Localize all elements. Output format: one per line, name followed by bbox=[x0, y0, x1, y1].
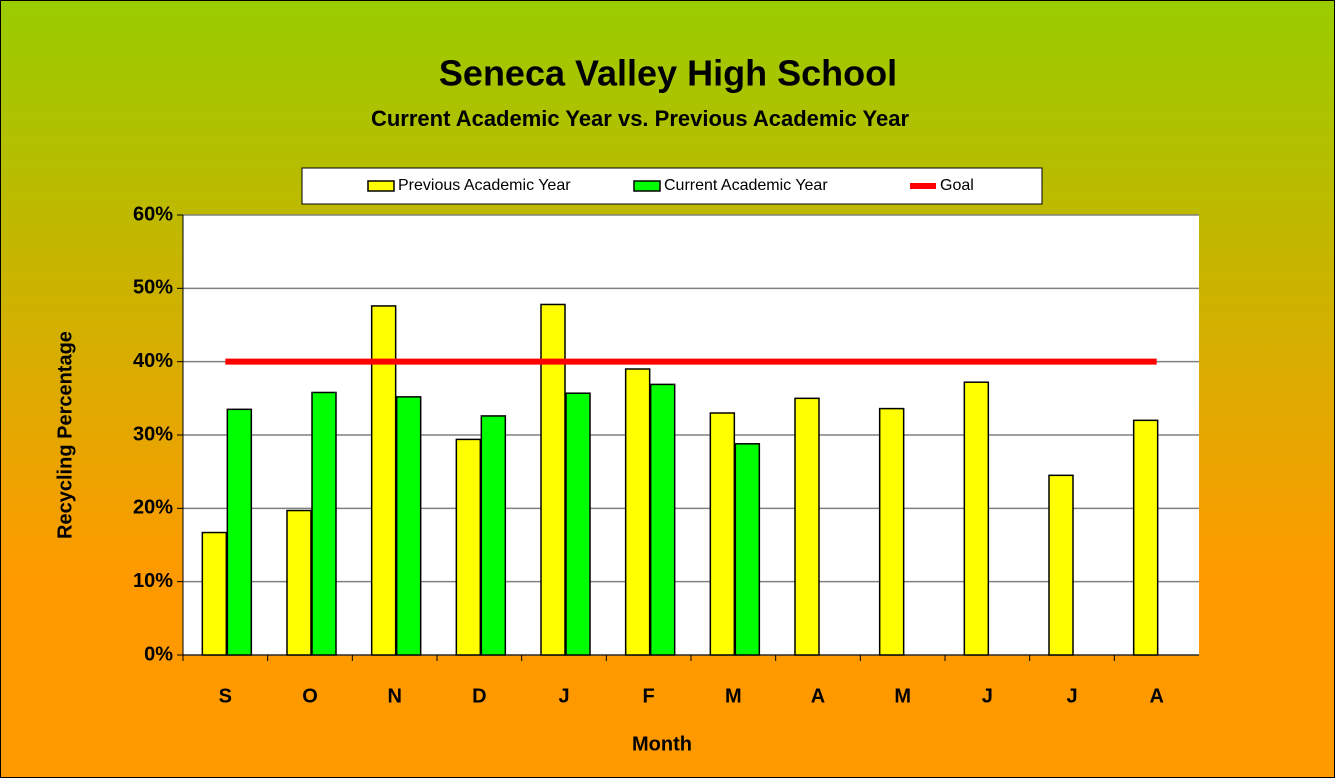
bar bbox=[734, 443, 761, 656]
bar bbox=[311, 391, 337, 656]
legend-swatch bbox=[367, 180, 395, 192]
x-tick-label: N bbox=[387, 685, 401, 707]
x-tick-label: A bbox=[1149, 685, 1163, 707]
bar bbox=[709, 412, 736, 656]
bar bbox=[649, 383, 676, 656]
bar bbox=[878, 407, 905, 656]
x-tick-label: O bbox=[302, 685, 318, 707]
y-axis-label: Recycling Percentage bbox=[54, 331, 76, 539]
bar bbox=[455, 438, 482, 656]
bar bbox=[201, 531, 228, 656]
x-tick-label: M bbox=[894, 685, 911, 707]
x-tick-label: A bbox=[811, 685, 825, 707]
y-tick-label: 30% bbox=[133, 423, 173, 445]
bar bbox=[1132, 419, 1159, 656]
chart-subtitle: Current Academic Year vs. Previous Acade… bbox=[371, 106, 910, 131]
x-tick-label: M bbox=[725, 685, 742, 707]
x-tick-label: J bbox=[558, 685, 569, 707]
bar bbox=[395, 396, 422, 656]
bar bbox=[963, 381, 990, 656]
x-tick-label: J bbox=[982, 685, 993, 707]
bar bbox=[1048, 474, 1074, 656]
y-tick-label: 20% bbox=[133, 497, 173, 519]
legend-label: Goal bbox=[940, 177, 974, 194]
legend-swatch bbox=[633, 180, 661, 192]
bar bbox=[540, 303, 566, 656]
bar bbox=[794, 397, 820, 656]
x-tick-label: F bbox=[643, 685, 655, 707]
y-tick-label: 0% bbox=[144, 643, 173, 665]
bar bbox=[226, 408, 253, 656]
chart-title: Seneca Valley High School bbox=[439, 53, 897, 94]
y-tick-label: 60% bbox=[133, 203, 173, 225]
legend-label: Previous Academic Year bbox=[398, 177, 571, 194]
bar bbox=[480, 415, 507, 656]
bar bbox=[370, 305, 397, 656]
bar bbox=[565, 392, 591, 656]
legend-label: Current Academic Year bbox=[664, 177, 828, 194]
x-tick-label: J bbox=[1066, 685, 1077, 707]
x-tick-label: D bbox=[472, 685, 486, 707]
y-tick-label: 50% bbox=[133, 277, 173, 299]
x-axis-label: Month bbox=[632, 733, 692, 755]
y-tick-label: 40% bbox=[133, 350, 173, 372]
bar bbox=[624, 368, 651, 656]
bar bbox=[286, 509, 312, 656]
x-tick-label: S bbox=[219, 685, 232, 707]
y-tick-label: 10% bbox=[133, 570, 173, 592]
